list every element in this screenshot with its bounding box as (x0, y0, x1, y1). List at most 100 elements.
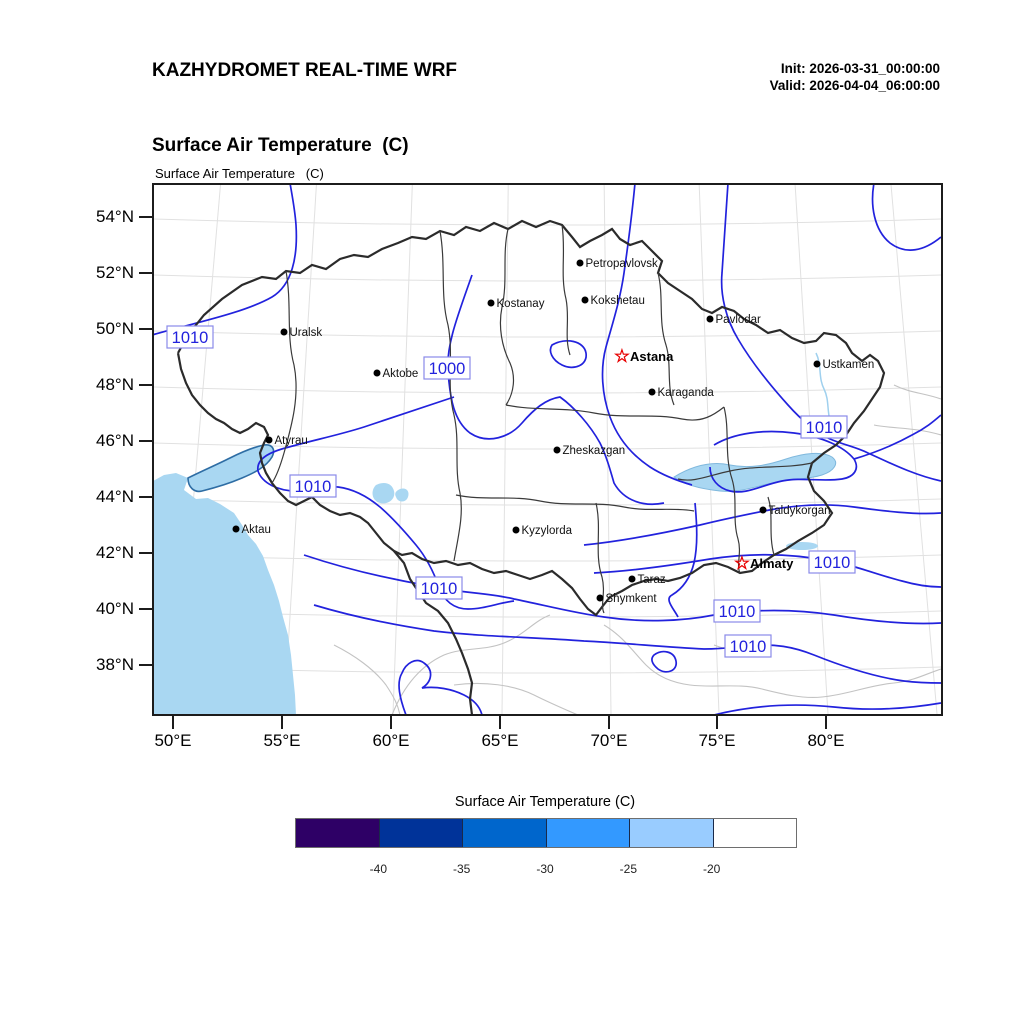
graticule-meridian (603, 185, 612, 714)
city-marker-almaty: ☆ Almaty (734, 553, 794, 573)
init-time: Init: 2026-03-31_00:00:00 (780, 61, 940, 76)
lat-tick-label: 40°N (96, 599, 134, 618)
lat-tick-mark (139, 272, 152, 274)
pressure-label: 1010 (713, 599, 761, 623)
city-marker-uralsk: Uralsk (280, 327, 323, 339)
lat-tick-label: 42°N (96, 543, 134, 562)
city-dot-icon (581, 296, 589, 304)
graticule-meridian (794, 185, 829, 714)
city-label: Kostanay (497, 298, 545, 310)
lat-tick-mark (139, 384, 152, 386)
city-label: Taraz (638, 574, 666, 586)
city-dot-icon (280, 328, 288, 336)
lon-tick-mark (825, 714, 827, 729)
city-marker-astana: ☆ Astana (614, 346, 674, 366)
city-marker-petropavlovsk: Petropavlovsk (576, 258, 658, 270)
city-label: Aktau (242, 524, 271, 536)
city-label: Atyrau (275, 435, 308, 447)
lat-tick-mark (139, 496, 152, 498)
pressure-labels-layer: 1010 1000 1010 1010 1010 1010 1010 1010 (166, 325, 856, 658)
city-label: Almaty (750, 556, 794, 571)
graticule-meridian (890, 185, 938, 714)
lon-tick-mark (390, 714, 392, 729)
city-marker-pavlodar: Pavlodar (706, 314, 761, 326)
city-dot-icon (596, 594, 604, 602)
lon-tick-mark (281, 714, 283, 729)
caspian-sea (154, 444, 296, 714)
city-dot-icon (706, 315, 714, 323)
city-marker-taldykorgan: Taldykorgan (759, 505, 831, 517)
colorbar-tick-label: -20 (702, 862, 721, 876)
city-marker-karaganda: Karaganda (648, 387, 715, 399)
oblast-borders (271, 224, 813, 614)
city-dot-icon (265, 436, 273, 444)
graticule-parallel (154, 218, 941, 226)
graticule-meridian (392, 185, 413, 714)
city-label: Aktobe (383, 368, 419, 380)
lon-tick-label: 50°E (154, 731, 192, 750)
colorbar-segment (712, 819, 796, 847)
lat-tick-mark (139, 664, 152, 666)
city-marker-kyzylorda: Kyzylorda (512, 525, 573, 537)
pressure-label: 1010 (415, 576, 463, 600)
aral-remnant-2 (395, 488, 409, 502)
colorbar-segment (296, 819, 379, 847)
star-icon: ☆ (734, 553, 751, 573)
lon-tick-label: 60°E (372, 731, 410, 750)
colorbar-segment (629, 819, 713, 847)
pressure-label: 1010 (166, 325, 214, 349)
colorbar-tick-label: -35 (452, 862, 471, 876)
city-marker-aktau: Aktau (232, 524, 271, 536)
title-line-temperature: Surface Air Temperature (C) (152, 135, 409, 156)
colorbar (295, 818, 797, 848)
lon-tick-mark (499, 714, 501, 729)
city-dot-icon (232, 525, 240, 533)
city-label: Astana (630, 349, 674, 364)
city-marker-ustkamen: Ustkamen (813, 359, 874, 371)
graticule-parallel (154, 386, 941, 394)
city-dot-icon (813, 360, 821, 368)
city-marker-aktobe: Aktobe (373, 368, 419, 380)
city-label: Petropavlovsk (586, 258, 658, 270)
city-dot-icon (648, 388, 656, 396)
lat-tick-label: 50°N (96, 319, 134, 338)
colorbar-tick-label: -30 (536, 862, 554, 876)
aral-remnant-1 (372, 483, 395, 504)
pressure-label: 1010 (289, 474, 337, 498)
map-svg: 1010 1000 1010 1010 1010 1010 1010 1010 Petropa… (154, 185, 941, 714)
svg-text:1000: 1000 (429, 360, 466, 378)
foreign-borders (333, 384, 941, 714)
lat-tick-mark (139, 552, 152, 554)
kazakhstan-borders (176, 219, 886, 714)
svg-text:1010: 1010 (814, 554, 851, 572)
city-label: Karaganda (658, 387, 715, 399)
svg-text:1010: 1010 (719, 603, 756, 621)
lon-tick-mark (172, 714, 174, 729)
city-marker-atyrau: Atyrau (265, 435, 308, 447)
pressure-label: 1000 (423, 356, 471, 380)
city-dot-icon (512, 526, 520, 534)
graticule-meridian (501, 185, 509, 714)
pressure-label: 1010 (724, 634, 772, 658)
lat-tick-label: 52°N (96, 263, 134, 282)
svg-text:1010: 1010 (806, 419, 843, 437)
lat-tick-mark (139, 216, 152, 218)
city-label: Zheskazgan (563, 445, 626, 457)
svg-text:1010: 1010 (730, 638, 767, 656)
city-label: Taldykorgan (769, 505, 831, 517)
run-times: Init: 2026-03-31_00:00:00 Valid: 2026-04… (770, 60, 940, 94)
graticule-parallel (154, 498, 941, 506)
lat-tick-mark (139, 440, 152, 442)
colorbar-title: Surface Air Temperature (C) (454, 794, 636, 810)
lon-tick-label: 65°E (481, 731, 519, 750)
svg-text:1010: 1010 (295, 478, 332, 496)
city-marker-kokshetau: Kokshetau (581, 295, 645, 307)
city-dot-icon (487, 299, 495, 307)
city-markers-layer: Petropavlovsk Kostanay Kokshetau Pavlodar Ur… (232, 258, 874, 605)
city-label: Uralsk (290, 327, 323, 339)
lat-tick-label: 54°N (96, 207, 134, 226)
colorbar-tick-label: -25 (619, 862, 637, 876)
colorbar-segment (462, 819, 546, 847)
colorbar-segment (545, 819, 629, 847)
